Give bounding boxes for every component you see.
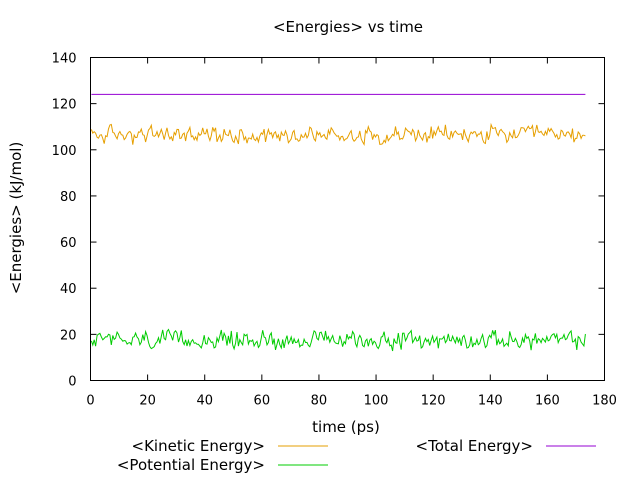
x-axis-title: time (ps) bbox=[312, 418, 380, 436]
x-tick-label: 0 bbox=[86, 394, 94, 409]
chart-title: <Energies> vs time bbox=[273, 18, 423, 36]
legend-label-kinetic-energy: <Kinetic Energy> bbox=[132, 437, 265, 455]
x-tick-label: 60 bbox=[254, 394, 271, 409]
plot-frame bbox=[90, 57, 605, 381]
y-tick-label: 40 bbox=[60, 282, 77, 297]
x-tick-label: 180 bbox=[592, 394, 617, 409]
x-tick-label: 80 bbox=[311, 394, 328, 409]
x-tick-label: 40 bbox=[196, 394, 213, 409]
y-tick-label: 120 bbox=[52, 98, 77, 113]
series-lines bbox=[90, 93, 586, 352]
y-tick-label: 0 bbox=[68, 375, 76, 390]
legend-label-total-energy: <Total Energy> bbox=[416, 437, 533, 455]
y-tick-label: 140 bbox=[52, 52, 77, 67]
x-tick-label: 100 bbox=[364, 394, 389, 409]
y-tick-label: 100 bbox=[52, 144, 77, 159]
x-tick-label: 160 bbox=[535, 394, 560, 409]
x-tick-label: 140 bbox=[478, 394, 503, 409]
potential-energy-line bbox=[90, 328, 586, 352]
legend-label-potential-energy: <Potential Energy> bbox=[117, 456, 265, 474]
x-tick-label: 120 bbox=[421, 394, 446, 409]
x-tick-label: 20 bbox=[139, 394, 156, 409]
y-tick-label: 80 bbox=[60, 190, 77, 205]
legend: <Kinetic Energy><Potential Energy> <Total… bbox=[117, 437, 596, 474]
y-axis-title: <Energies> (kJ/mol) bbox=[7, 142, 25, 295]
y-tick-label: 60 bbox=[60, 236, 77, 251]
x-axis-ticks: 0 20 40 60 80 100 120 140 160 180 bbox=[86, 57, 617, 409]
y-axis-ticks: 0 20 40 60 80 100 120 140 bbox=[52, 52, 605, 390]
y-tick-label: 20 bbox=[60, 328, 77, 343]
kinetic-energy-line bbox=[90, 122, 586, 146]
